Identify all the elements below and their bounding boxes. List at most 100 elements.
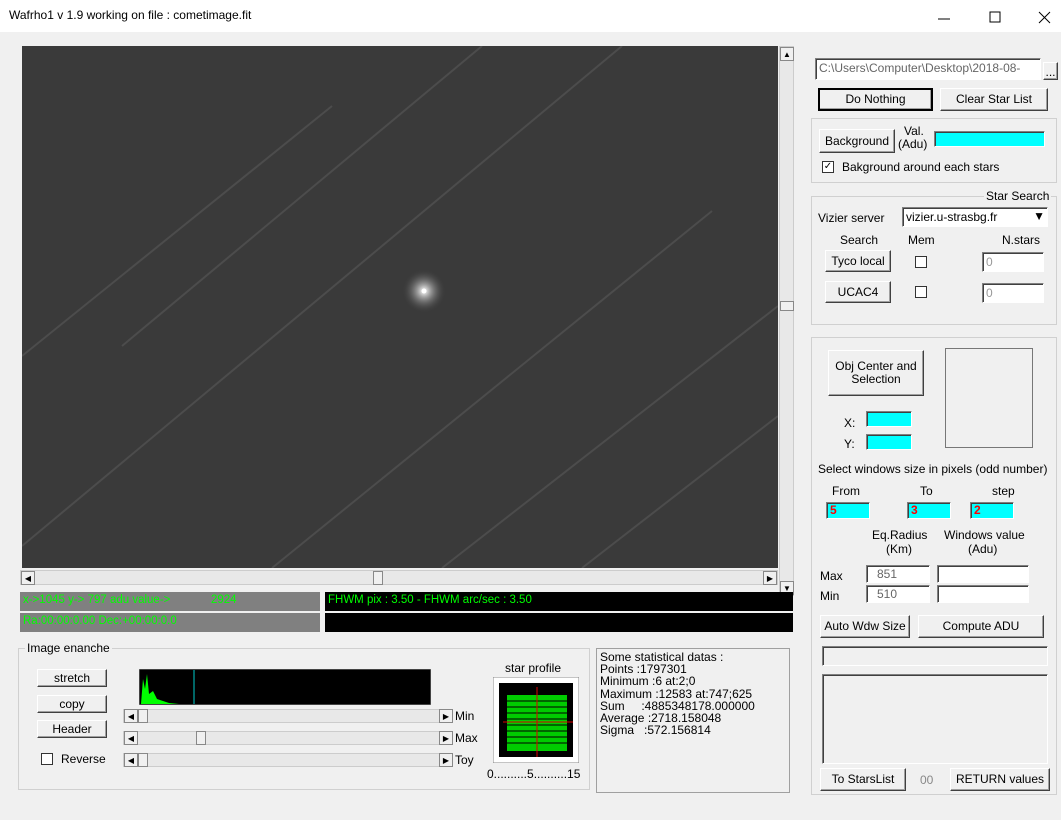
stat-line: Average :2718.158048: [600, 711, 722, 726]
server-select[interactable]: vizier.u-strasbg.fr ▼: [902, 207, 1048, 227]
x-field[interactable]: [866, 411, 912, 427]
min-label: Min: [820, 589, 840, 603]
enhance-group: Image enanche stretch copy Header Revers…: [18, 641, 590, 790]
toy-label: Toy: [455, 753, 474, 767]
star-profile: [493, 677, 579, 763]
background-group: Background Val. (Adu) ✓ Bakground around…: [811, 118, 1057, 183]
window-size-label: Select windows size in pixels (odd numbe…: [818, 462, 1048, 476]
max-label: Max: [455, 731, 478, 745]
reverse-label: Reverse: [61, 752, 106, 766]
from-label: From: [832, 484, 860, 498]
val-label: Val.: [904, 124, 924, 138]
max-field: 851: [866, 565, 930, 583]
nstars-header: N.stars: [1002, 233, 1041, 247]
tyco-count: 0: [982, 252, 1044, 272]
stat-line: Minimum :6 at:2;0: [600, 674, 696, 689]
mem-header: Mem: [908, 233, 935, 247]
to-list-button[interactable]: To StarsList: [820, 768, 906, 791]
fwhm-text: FHWM pix : 3.50 - FHWM arc/sec : 3.50: [328, 594, 532, 606]
coord-status: Ra:00:00:0.00 Dec:+00:00:0.0: [20, 613, 320, 632]
group-title: Star Search: [984, 189, 1052, 203]
stats-box: Some statistical datas : Points :1797301 M…: [596, 648, 790, 793]
star-search-group: Star Search Vizier server vizier.u-stras…: [811, 189, 1057, 325]
tyco-button[interactable]: Tyco local: [825, 250, 891, 272]
dropdown-arrow: ▼: [1033, 209, 1045, 223]
cursor-status: x->1045 y-> 797 adu value-> 2924: [20, 592, 320, 611]
background-button[interactable]: Background: [819, 129, 895, 153]
background-value[interactable]: [934, 131, 1045, 147]
ucac4-count: 0: [982, 283, 1044, 303]
copy-button[interactable]: copy: [37, 695, 107, 713]
y-label: Y:: [844, 437, 855, 451]
results-box: [822, 674, 1048, 764]
min-slider[interactable]: ◀ ▶: [123, 709, 453, 723]
max-label: Max: [820, 569, 843, 583]
preview-box: [945, 348, 1033, 448]
search-header: Search: [840, 233, 879, 247]
object-panel: Obj Center and Selection X: Y: Select win…: [811, 337, 1057, 795]
stat-line: Some statistical datas :: [600, 650, 724, 664]
coords-text: Ra:00:00:0.00 Dec:+00:00:0.0: [23, 615, 177, 627]
header-button[interactable]: Header: [37, 720, 107, 738]
image-view[interactable]: [22, 46, 778, 568]
window-title: Wafrho1 v 1.9 working on file : cometima…: [9, 8, 252, 22]
window-controls[interactable]: [930, 6, 1061, 28]
ucac4-button[interactable]: UCAC4: [825, 281, 891, 303]
eq-radius-unit: (Km): [886, 542, 912, 556]
stat-line: Sum :4885348178.000000: [600, 698, 755, 713]
btn-line: Obj Center and: [835, 359, 917, 373]
x-label: X:: [844, 416, 856, 430]
browse-button[interactable]: ...: [1043, 62, 1058, 80]
step-field[interactable]: 2: [970, 502, 1014, 519]
max-window-value: [937, 565, 1029, 583]
y-field[interactable]: [866, 434, 912, 450]
stat-line: Sigma :572.156814: [600, 723, 711, 738]
min-label: Min: [455, 709, 475, 723]
profile-title: star profile: [505, 661, 562, 675]
adu-value: 2924: [211, 594, 237, 606]
step-label: step: [992, 484, 1015, 498]
val-unit: (Adu): [898, 137, 928, 151]
fwhm-status: FHWM pix : 3.50 - FHWM arc/sec : 3.50: [325, 592, 793, 611]
to-label: To: [920, 484, 933, 498]
clear-star-list-button[interactable]: Clear Star List: [940, 88, 1048, 111]
do-nothing-button[interactable]: Do Nothing: [818, 88, 933, 111]
stats-lines: Some statistical datas : Points :1797301 M…: [600, 650, 788, 738]
min-field: 510: [866, 585, 930, 603]
server-value: vizier.u-strasbg.fr: [906, 210, 998, 224]
reverse-checkbox[interactable]: [41, 753, 53, 765]
auto-size-button[interactable]: Auto Wdw Size: [820, 615, 910, 638]
vertical-scrollbar[interactable]: ▲ ▼: [779, 46, 794, 596]
file-path[interactable]: C:\Users\Computer\Desktop\2018-08-: [815, 58, 1041, 80]
group-title: Image enanche: [25, 641, 112, 655]
background-checkbox[interactable]: ✓: [822, 161, 834, 173]
tyco-mem[interactable]: [915, 256, 927, 268]
return-button[interactable]: RETURN values: [950, 768, 1050, 791]
from-field[interactable]: 5: [826, 502, 870, 519]
server-label: Vizier server: [818, 211, 885, 225]
to-field[interactable]: 3: [907, 502, 951, 519]
histogram: [139, 669, 431, 705]
window-value-label: Windows value: [944, 528, 1025, 542]
obj-center-button[interactable]: Obj Center and Selection: [828, 350, 924, 396]
ucac4-mem[interactable]: [915, 286, 927, 298]
btn-line: Selection: [851, 372, 901, 386]
toy-slider[interactable]: ◀ ▶: [123, 753, 453, 767]
extra-status: [325, 613, 793, 632]
profile-axis: 0..........5..........15: [487, 767, 581, 781]
counter: 00: [920, 773, 934, 787]
background-checkbox-label: Bakground around each stars: [842, 160, 1000, 174]
title-bar: Wafrho1 v 1.9 working on file : cometima…: [0, 0, 1061, 32]
max-slider[interactable]: ◀ ▶: [123, 731, 453, 745]
stat-line: Points :1797301: [600, 662, 687, 677]
min-window-value: [937, 585, 1029, 603]
horizontal-scrollbar[interactable]: ◀ ▶: [20, 570, 778, 585]
window-value-unit: (Adu): [968, 542, 998, 556]
compute-button[interactable]: Compute ADU: [918, 615, 1044, 638]
stat-line: Maximum :12583 at:747;625: [600, 686, 753, 701]
eq-radius-label: Eq.Radius: [872, 528, 928, 542]
cursor-position: x->1045 y-> 797 adu value->: [23, 594, 171, 606]
progress-bar: [822, 646, 1048, 666]
stretch-button[interactable]: stretch: [37, 669, 107, 687]
